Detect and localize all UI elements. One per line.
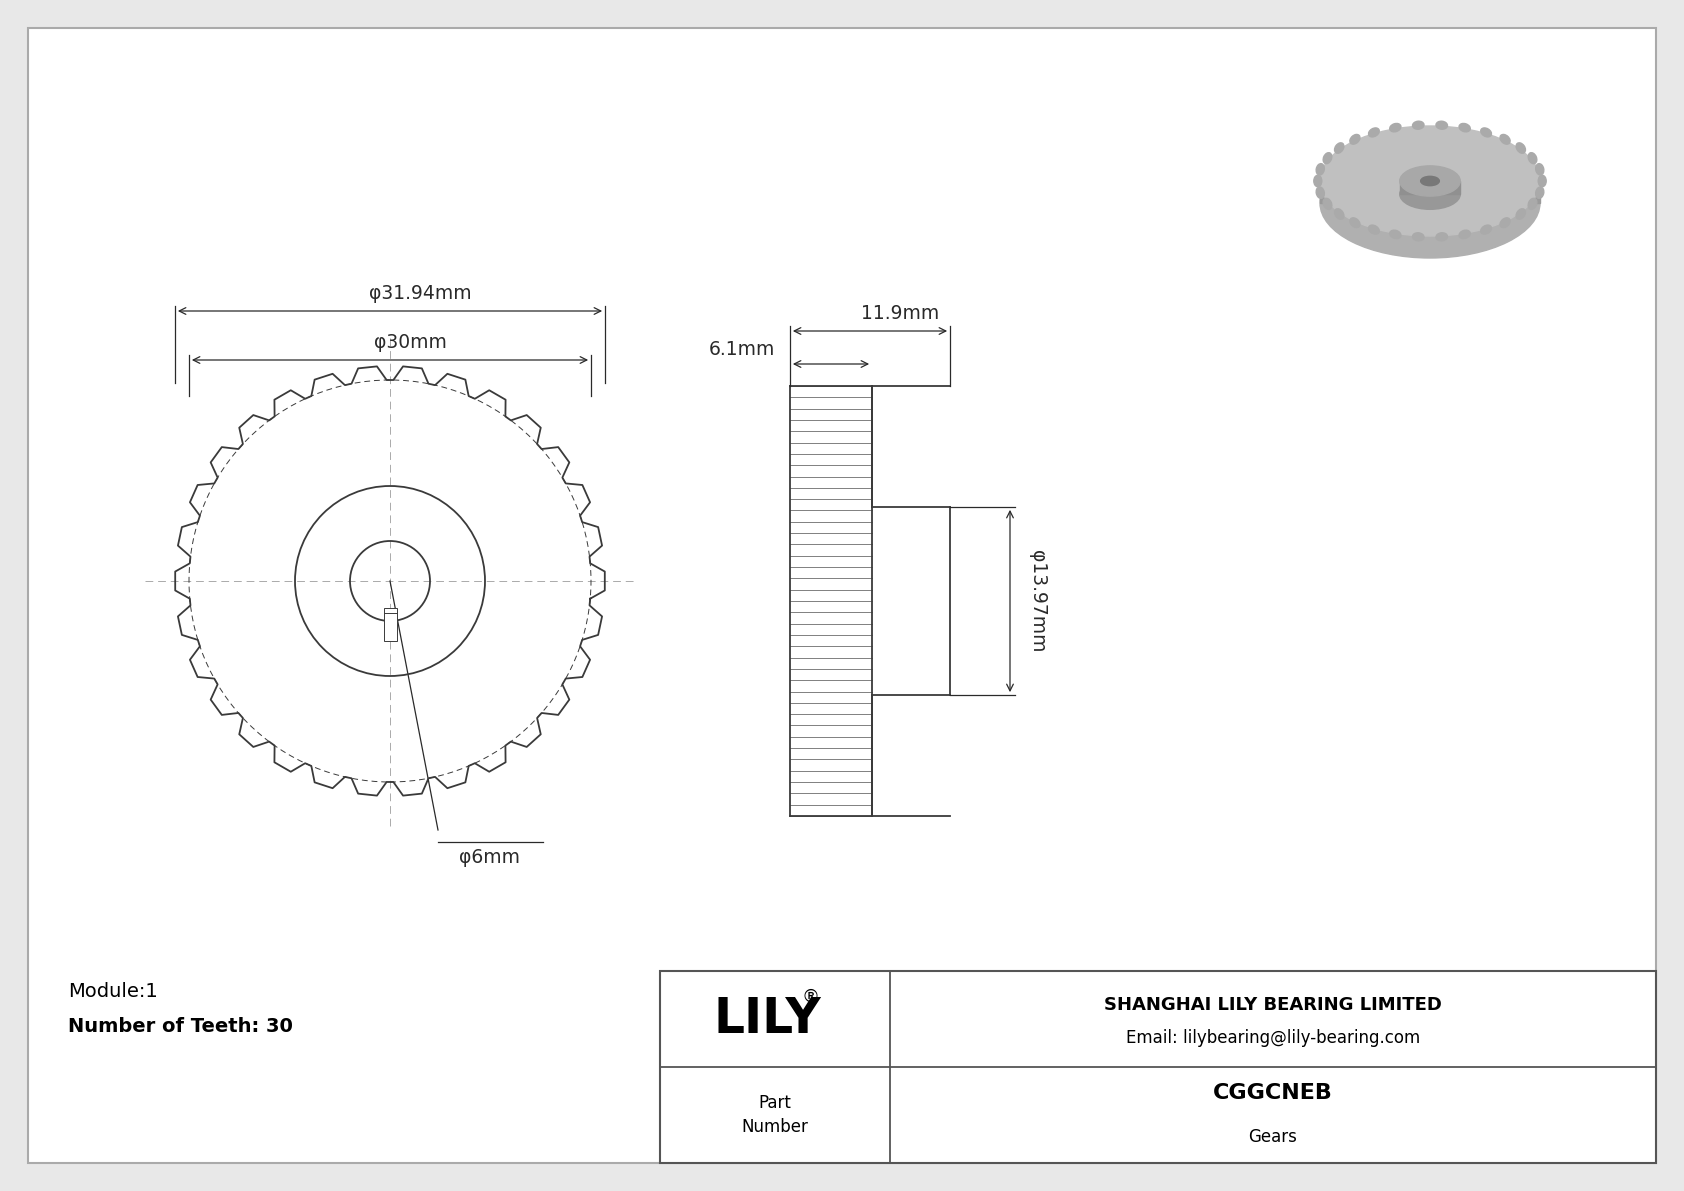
- Ellipse shape: [1436, 121, 1448, 130]
- Text: φ31.94mm: φ31.94mm: [369, 283, 472, 303]
- Ellipse shape: [1527, 199, 1537, 210]
- Polygon shape: [1399, 181, 1460, 194]
- Text: LILY: LILY: [714, 994, 820, 1043]
- Ellipse shape: [1369, 225, 1379, 235]
- Ellipse shape: [1320, 148, 1539, 258]
- Ellipse shape: [1458, 230, 1470, 238]
- Text: Part
Number: Part Number: [741, 1093, 808, 1136]
- Bar: [384, 607, 396, 641]
- Ellipse shape: [1324, 152, 1332, 163]
- Text: φ13.97mm: φ13.97mm: [1027, 550, 1047, 653]
- Ellipse shape: [1334, 143, 1344, 154]
- Text: 11.9mm: 11.9mm: [861, 304, 940, 323]
- Text: ®: ®: [802, 989, 820, 1006]
- Ellipse shape: [1399, 179, 1460, 210]
- Ellipse shape: [1527, 152, 1537, 163]
- Text: φ30mm: φ30mm: [374, 333, 446, 353]
- Ellipse shape: [1413, 121, 1425, 130]
- Ellipse shape: [1324, 199, 1332, 210]
- Ellipse shape: [1436, 232, 1448, 241]
- Text: φ6mm: φ6mm: [460, 848, 520, 867]
- Text: SHANGHAI LILY BEARING LIMITED: SHANGHAI LILY BEARING LIMITED: [1105, 996, 1442, 1014]
- Ellipse shape: [1369, 127, 1379, 137]
- Ellipse shape: [1351, 135, 1361, 144]
- Bar: [660, 971, 1655, 1162]
- Ellipse shape: [1480, 225, 1492, 235]
- Ellipse shape: [1516, 143, 1526, 154]
- Ellipse shape: [1536, 163, 1544, 175]
- Ellipse shape: [1314, 175, 1322, 187]
- Text: CGGCNEB: CGGCNEB: [1212, 1083, 1334, 1103]
- Text: Number of Teeth: 30: Number of Teeth: 30: [67, 1017, 293, 1036]
- Ellipse shape: [1317, 163, 1324, 175]
- Text: 6.1mm: 6.1mm: [709, 339, 775, 358]
- Ellipse shape: [1537, 175, 1546, 187]
- Ellipse shape: [1334, 208, 1344, 219]
- Polygon shape: [1320, 181, 1539, 202]
- Text: Email: lilybearing@lily-bearing.com: Email: lilybearing@lily-bearing.com: [1127, 1029, 1420, 1047]
- Ellipse shape: [1536, 187, 1544, 199]
- Ellipse shape: [1500, 218, 1511, 227]
- Ellipse shape: [1500, 135, 1511, 144]
- Ellipse shape: [1421, 176, 1440, 186]
- Ellipse shape: [1389, 230, 1401, 238]
- Text: Module:1: Module:1: [67, 983, 158, 1000]
- Ellipse shape: [1413, 232, 1425, 241]
- Ellipse shape: [1516, 208, 1526, 219]
- Ellipse shape: [1320, 126, 1539, 236]
- Ellipse shape: [1399, 166, 1460, 197]
- Ellipse shape: [1458, 124, 1470, 132]
- Ellipse shape: [1351, 218, 1361, 227]
- Ellipse shape: [1480, 127, 1492, 137]
- Text: Gears: Gears: [1248, 1128, 1297, 1146]
- Ellipse shape: [1317, 187, 1324, 199]
- Ellipse shape: [1389, 124, 1401, 132]
